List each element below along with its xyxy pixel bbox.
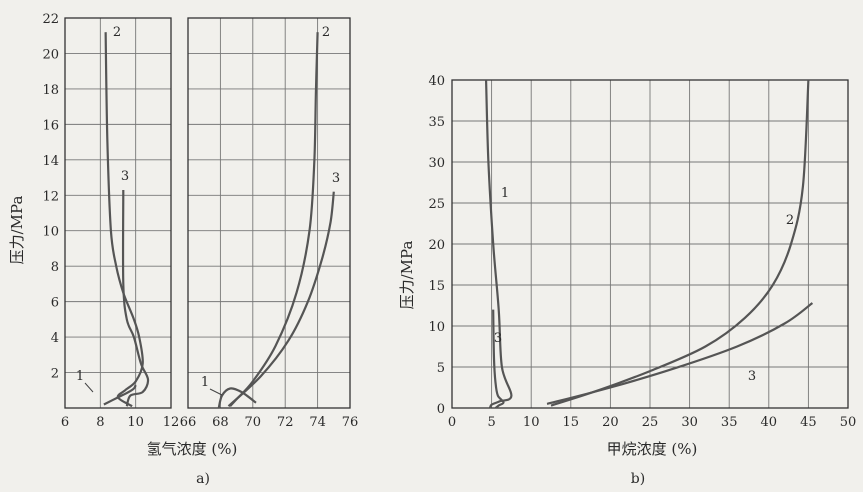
chart-a-series-1-label: 1 (201, 375, 209, 390)
chart-b-ytick-label: 15 (428, 279, 445, 294)
chart-b-series-3-label: 3 (494, 331, 502, 346)
chart-b-xtick-label: 5 (487, 415, 495, 430)
chart-b-ytick-label: 0 (437, 402, 445, 417)
chart-b-ylabel: 压力/MPa (398, 241, 416, 310)
chart-b-ytick-label: 10 (428, 320, 445, 335)
chart-a-xtick-label: 12 (163, 415, 180, 430)
chart-a-ytick-label: 16 (42, 118, 59, 133)
chart-a-ytick-label: 22 (42, 12, 59, 27)
chart-a-series-1-line (103, 384, 137, 406)
chart-a-label-leader (209, 388, 223, 396)
chart-a-series-2-line (229, 32, 319, 407)
chart-b-series-2-label: 2 (786, 213, 794, 228)
chart-b-xtick-label: 50 (840, 415, 857, 430)
chart-a-ytick-label: 10 (42, 225, 59, 240)
chart-b-xtick-label: 30 (681, 415, 698, 430)
chart-b-xtick-label: 0 (448, 415, 456, 430)
chart-a-series-2-label: 2 (113, 25, 121, 40)
chart-a-xtick-label: 68 (212, 415, 229, 430)
chart-a-xtick-label: 74 (309, 415, 326, 430)
chart-a-xlabel: 氢气浓度 (%) (147, 440, 238, 458)
chart-b-xtick-label: 15 (563, 415, 580, 430)
chart-a-ylabel: 压力/MPa (8, 196, 26, 265)
chart-a-ytick-label: 20 (42, 47, 59, 62)
chart-a-ytick-label: 14 (42, 154, 59, 169)
chart-a-xtick-label: 8 (96, 415, 104, 430)
chart-a-panel-frame (187, 17, 351, 409)
chart-b: 压力/MPa 甲烷浓度 (%) b) 0 5 10 15 20 25 30 35 40 0 5 10 1… (398, 74, 856, 487)
chart-a-series-1-line (217, 387, 257, 409)
chart-b-xtick-label: 40 (761, 415, 778, 430)
chart-a-series-2-line (104, 32, 144, 408)
chart-a-xtick-label: 10 (127, 415, 144, 430)
chart-a-xtick-label: 76 (342, 415, 359, 430)
chart-a-xtick-label: 66 (180, 415, 197, 430)
chart-b-ytick-label: 40 (428, 74, 445, 89)
chart-b-xtick-label: 25 (642, 415, 659, 430)
chart-b-ytick-label: 5 (437, 361, 445, 376)
chart-a-series-3-line (121, 189, 150, 407)
chart-a-series-3-label: 3 (332, 171, 340, 186)
chart-a-xtick-label: 70 (245, 415, 262, 430)
chart-a-series-3-label: 3 (121, 169, 129, 184)
chart-b-xtick-label: 45 (800, 415, 817, 430)
chart-a-series-2-label: 2 (322, 25, 330, 40)
chart-a-ytick-label: 18 (42, 83, 59, 98)
chart-a-ytick-label: 6 (51, 296, 59, 311)
chart-b-series-1-line (484, 79, 513, 409)
chart-a-label-leader (84, 382, 94, 393)
chart-a-ytick-label: 4 (51, 331, 59, 346)
chart-b-xlabel: 甲烷浓度 (%) (607, 440, 698, 458)
chart-b-series-3-line (492, 309, 505, 409)
chart-b-ytick-label: 25 (428, 197, 445, 212)
chart-a-ytick-label: 2 (51, 367, 59, 382)
chart-b-frame (451, 79, 849, 409)
chart-a-xtick-label: 6 (61, 415, 69, 430)
chart-b-ytick-label: 20 (428, 238, 445, 253)
chart-a-ytick-label: 8 (51, 260, 59, 275)
chart-a-series-3-line (227, 191, 335, 408)
chart-a-series-1-label: 1 (76, 369, 84, 384)
chart-b-series-2-line (550, 79, 810, 407)
chart-b-xtick-label: 20 (602, 415, 619, 430)
chart-b-xtick-label: 10 (523, 415, 540, 430)
chart-b-ytick-label: 35 (428, 115, 445, 130)
chart-b-ytick-label: 30 (428, 156, 445, 171)
chart-a-xtick-label: 72 (277, 415, 294, 430)
chart-b-series-3-line (546, 302, 814, 405)
chart-b-series-1-label: 1 (501, 186, 509, 201)
chart-a-panel-frame (64, 17, 172, 409)
chart-b-caption: b) (631, 471, 645, 487)
chart-a-caption: a) (196, 471, 210, 487)
chart-b-xtick-label: 35 (721, 415, 738, 430)
chart-b-series-3-label: 3 (748, 369, 756, 384)
chart-a-ytick-label: 12 (42, 189, 59, 204)
